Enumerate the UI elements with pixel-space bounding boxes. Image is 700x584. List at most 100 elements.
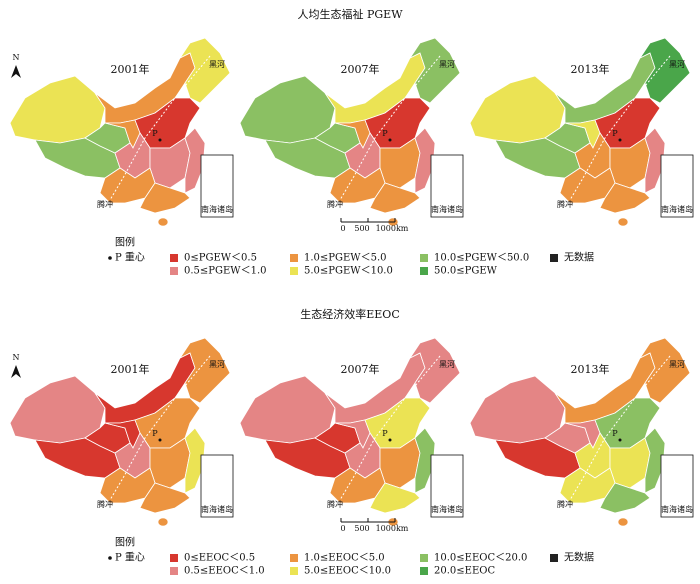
legend-label: 10.0≤EEOC＜20.0	[434, 553, 527, 564]
south-sea-inset	[430, 154, 464, 218]
legend-swatch	[420, 254, 428, 262]
province-region	[414, 127, 436, 194]
centroid-label: P	[152, 429, 158, 438]
province-region	[178, 337, 231, 404]
scale-label: 0	[340, 524, 345, 533]
legend-label: 20.0≤EEOC	[434, 566, 495, 577]
north-label: N	[13, 53, 20, 62]
heihe-tengchong-line	[339, 355, 441, 501]
legend-label: 1.0≤PGEW＜5.0	[304, 253, 386, 264]
south-sea-inset	[200, 454, 234, 518]
province-region	[469, 75, 566, 144]
heihe-label: 黑河	[669, 359, 685, 369]
year-label: 2013年	[571, 62, 610, 76]
legend-label: 1.0≤EEOC＜5.0	[304, 553, 385, 564]
tengchong-label: 腾冲	[327, 199, 343, 209]
province-region	[178, 37, 231, 104]
centroid-label: P	[382, 429, 388, 438]
year-label: 2001年	[111, 362, 150, 376]
legend-centroid-dot	[108, 556, 112, 560]
province-region	[9, 75, 106, 144]
year-label: 2007年	[341, 362, 380, 376]
province-region	[638, 37, 691, 104]
legend-label: 5.0≤PGEW＜10.0	[304, 266, 393, 277]
province-region	[408, 337, 461, 404]
south-sea-label: 南海诸岛	[661, 504, 693, 514]
province-region	[9, 375, 106, 444]
province-region	[239, 75, 336, 144]
legend-swatch	[420, 267, 428, 275]
south-sea-label: 南海诸岛	[661, 204, 693, 214]
heihe-tengchong-line	[339, 55, 441, 201]
panel-title: 人均生态福祉 PGEW	[297, 7, 403, 21]
hainan	[617, 517, 629, 527]
legend-label: 无数据	[564, 251, 594, 264]
south-sea-inset	[200, 154, 234, 218]
heihe-label: 黑河	[209, 59, 225, 69]
province-region	[369, 482, 421, 514]
centroid-dot	[618, 138, 622, 142]
year-label: 2001年	[111, 62, 150, 76]
legend-title: 图例	[115, 236, 135, 249]
legend-title: 图例	[115, 536, 135, 549]
centroid-dot	[158, 138, 162, 142]
legend-label: 0≤EEOC＜0.5	[184, 553, 255, 564]
legend-swatch	[420, 554, 428, 562]
province-region	[184, 427, 206, 494]
panel-title: 生态经济效率EEOC	[300, 307, 400, 321]
scale-label: 0	[340, 224, 345, 233]
scale-label: 1000km	[376, 524, 409, 533]
province-region	[408, 37, 461, 104]
centroid-dot	[618, 438, 622, 442]
legend-swatch	[170, 267, 178, 275]
legend-label: 10.0≤PGEW＜50.0	[434, 253, 529, 264]
legend-label: 5.0≤EEOC＜10.0	[304, 566, 391, 577]
legend-swatch	[170, 554, 178, 562]
centroid-label: P	[612, 429, 618, 438]
heihe-label: 黑河	[439, 59, 455, 69]
province-region	[414, 427, 436, 494]
centroid-label: P	[152, 129, 158, 138]
year-label: 2013年	[571, 362, 610, 376]
scale-label: 500	[354, 224, 369, 233]
north-arrow	[11, 65, 21, 78]
tengchong-label: 腾冲	[327, 499, 343, 509]
south-sea-inset	[660, 454, 694, 518]
legend-swatch	[170, 567, 178, 575]
hainan	[617, 217, 629, 227]
legend-label: 0≤PGEW＜0.5	[184, 253, 257, 264]
legend-label: 50.0≤PGEW	[434, 266, 498, 277]
legend-swatch	[550, 554, 558, 562]
province-region	[239, 375, 336, 444]
province-region	[139, 482, 191, 514]
heihe-label: 黑河	[209, 359, 225, 369]
province-region	[469, 375, 566, 444]
province-region	[369, 182, 421, 214]
legend-swatch	[290, 254, 298, 262]
north-arrow	[11, 365, 21, 378]
province-region	[644, 127, 666, 194]
province-region	[599, 182, 651, 214]
south-sea-label: 南海诸岛	[201, 204, 233, 214]
south-sea-label: 南海诸岛	[431, 504, 463, 514]
legend-swatch	[290, 554, 298, 562]
south-sea-label: 南海诸岛	[201, 504, 233, 514]
heihe-label: 黑河	[439, 359, 455, 369]
north-label: N	[13, 353, 20, 362]
heihe-tengchong-line	[569, 355, 671, 501]
legend-swatch	[170, 254, 178, 262]
legend-label: 0.5≤EEOC＜1.0	[184, 566, 265, 577]
legend-swatch	[420, 567, 428, 575]
province-region	[139, 182, 191, 214]
tengchong-label: 腾冲	[97, 499, 113, 509]
south-sea-label: 南海诸岛	[431, 204, 463, 214]
heihe-tengchong-line	[109, 55, 211, 201]
tengchong-label: 腾冲	[97, 199, 113, 209]
year-label: 2007年	[341, 62, 380, 76]
province-region	[638, 337, 691, 404]
